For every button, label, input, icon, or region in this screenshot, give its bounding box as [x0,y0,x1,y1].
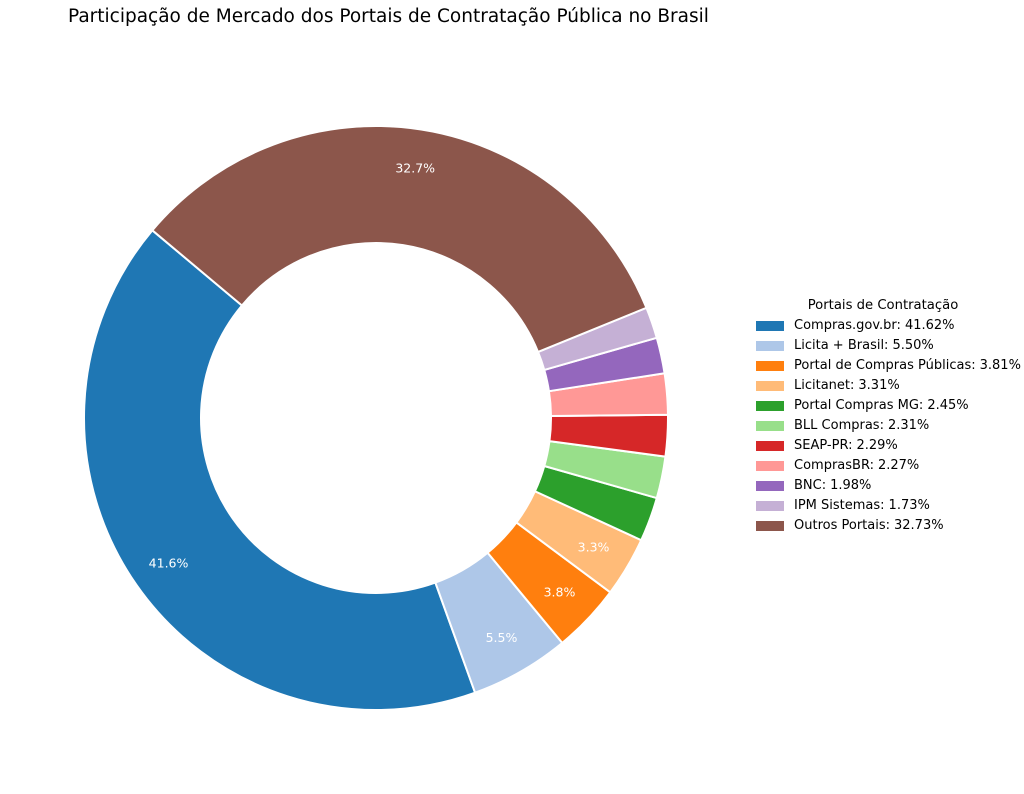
legend-entries: Compras.gov.br: 41.62% Licita + Brasil: 5.5… [752,316,1021,536]
legend-label: BNC: 1.98% [794,476,871,496]
legend-label: Outros Portais: 32.73% [794,516,944,536]
legend-swatch [756,421,784,431]
legend-swatch [756,441,784,451]
legend-title: Portais de Contratação [807,298,959,313]
legend-entry-outros-portais: Outros Portais: 32.73% [752,516,1014,536]
legend-series-name: IPM Sistemas: [794,498,885,513]
legend-label: Licita + Brasil: 5.50% [794,336,934,356]
legend-entry-bll-compras: BLL Compras: 2.31% [752,416,1014,436]
legend-series-value: 5.50% [892,338,934,353]
slice-percentage-labels: 41.6% 5.5% 3.8% 3.3% 32.7% [149,161,610,646]
legend-entry-licitanet: Licitanet: 3.31% [752,376,1014,396]
legend-series-name: Portal Compras MG: [794,398,924,413]
legend-swatch [756,401,784,411]
legend-series-name: Licita + Brasil: [794,338,889,353]
legend-entry-bnc: BNC: 1.98% [752,476,1014,496]
legend-swatch [756,521,784,531]
legend-swatch [756,501,784,511]
legend-series-name: Portal de Compras Públicas: [794,358,976,373]
legend-label: BLL Compras: 2.31% [794,416,929,436]
legend-series-name: ComprasBR: [794,458,874,473]
legend-swatch [756,341,784,351]
legend-series-name: BNC: [794,478,827,493]
donut-slices [83,125,669,711]
pct-label-licita-brasil: 5.5% [486,630,518,645]
slice-compras-gov-br [83,229,477,711]
legend: Portais de Contratação Compras.gov.br: 41… [752,295,1021,536]
slice-outros-portais [151,125,648,353]
legend-entry-comprasbr: ComprasBR: 2.27% [752,456,1014,476]
legend-series-value: 32.73% [894,518,944,533]
legend-swatch [756,461,784,471]
legend-series-value: 3.81% [979,358,1021,373]
pct-label-outros-portais: 32.7% [395,161,435,176]
legend-entry-licita-brasil: Licita + Brasil: 5.50% [752,336,1014,356]
legend-label: Licitanet: 3.31% [794,376,900,396]
legend-entry-ipm-sistemas: IPM Sistemas: 1.73% [752,496,1014,516]
legend-series-name: Outros Portais: [794,518,890,533]
legend-series-value: 1.98% [830,478,872,493]
legend-label: Portal Compras MG: 2.45% [794,396,969,416]
legend-label: SEAP-PR: 2.29% [794,436,898,456]
legend-series-value: 2.29% [856,438,898,453]
pct-label-portal-de-compras-publicas: 3.8% [544,585,576,600]
legend-swatch [756,381,784,391]
legend-entry-compras-gov-br: Compras.gov.br: 41.62% [752,316,1014,336]
legend-label: ComprasBR: 2.27% [794,456,919,476]
legend-series-value: 2.45% [927,398,969,413]
legend-label: Portal de Compras Públicas: 3.81% [794,356,1021,376]
legend-entry-seap-pr: SEAP-PR: 2.29% [752,436,1014,456]
legend-series-value: 3.31% [858,378,900,393]
legend-series-value: 2.31% [887,418,930,433]
pct-label-compras-gov-br: 41.6% [149,555,189,570]
legend-swatch [756,321,784,331]
legend-series-value: 1.73% [888,498,930,513]
legend-series-name: SEAP-PR: [794,438,853,453]
pct-label-licitanet: 3.3% [578,540,610,555]
legend-entry-portal-compras-mg: Portal Compras MG: 2.45% [752,396,1014,416]
chart-title: Participação de Mercado dos Portais de C… [68,6,709,27]
legend-label: IPM Sistemas: 1.73% [794,496,930,516]
legend-label: Compras.gov.br: 41.62% [794,316,955,336]
legend-series-value: 2.27% [877,458,920,473]
legend-series-name: BLL Compras: [794,418,884,433]
legend-series-value: 41.62% [904,318,955,333]
legend-swatch [756,481,784,491]
legend-swatch [756,361,784,371]
legend-series-name: Licitanet: [794,378,855,393]
legend-series-name: Compras.gov.br: [794,318,901,333]
legend-entry-portal-de-compras-publicas: Portal de Compras Públicas: 3.81% [752,356,1021,376]
